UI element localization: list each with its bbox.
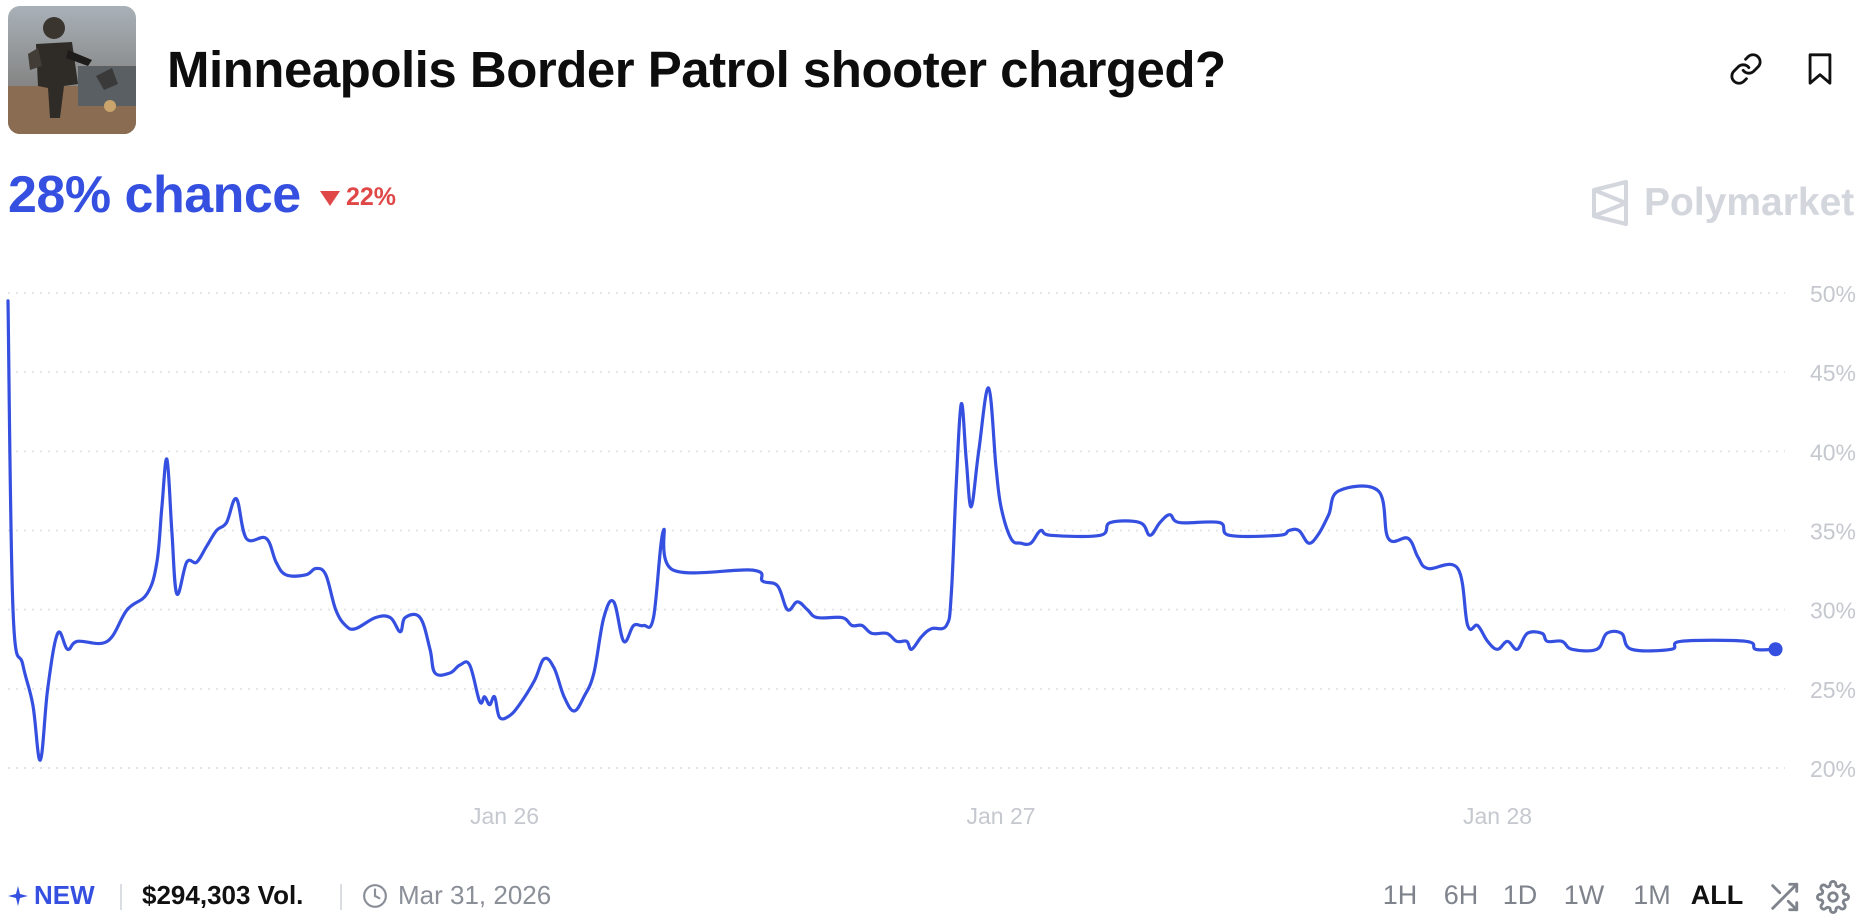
settings-button[interactable] <box>1816 880 1850 914</box>
change-indicator: 22% <box>320 183 396 212</box>
footer-divider <box>340 884 342 910</box>
x-tick-label: Jan 27 <box>966 803 1035 829</box>
range-all[interactable]: ALL <box>1690 880 1744 910</box>
clock-icon <box>363 883 387 908</box>
y-tick-label: 35% <box>1810 519 1856 545</box>
sparkle-icon <box>8 885 28 906</box>
shuffle-icon <box>1771 882 1799 912</box>
y-tick-label: 30% <box>1810 598 1856 624</box>
market-thumbnail <box>8 6 136 134</box>
y-tick-label: 25% <box>1810 677 1856 703</box>
end-date: Mar 31, 2026 <box>362 880 551 911</box>
y-tick-label: 20% <box>1810 756 1856 782</box>
down-triangle-icon <box>320 191 340 206</box>
bookmark-icon <box>1808 53 1832 85</box>
end-date-text: Mar 31, 2026 <box>398 880 552 910</box>
market-title: Minneapolis Border Patrol shooter charge… <box>167 41 1226 98</box>
x-tick-label: Jan 28 <box>1463 803 1532 829</box>
range-1h[interactable]: 1H <box>1382 880 1418 910</box>
change-value: 22% <box>346 183 397 211</box>
polymarket-logo-icon <box>1592 180 1628 226</box>
current-value-dot <box>1768 642 1783 657</box>
range-1m[interactable]: 1M <box>1633 880 1671 910</box>
copy-link-button[interactable] <box>1727 50 1765 88</box>
bookmark-button[interactable] <box>1801 50 1839 88</box>
footer-divider <box>120 884 122 910</box>
range-1w[interactable]: 1W <box>1563 880 1605 910</box>
gear-icon <box>1816 880 1850 914</box>
y-tick-label: 50% <box>1810 281 1856 307</box>
brand-watermark: Polymarket <box>1590 180 1854 226</box>
new-label: NEW <box>34 880 95 910</box>
x-tick-label: Jan 26 <box>470 803 539 829</box>
y-tick-label: 45% <box>1810 360 1856 386</box>
y-tick-label: 40% <box>1810 439 1856 465</box>
new-badge: NEW <box>8 880 95 911</box>
brand-name: Polymarket <box>1644 181 1855 224</box>
shuffle-button[interactable] <box>1767 880 1801 914</box>
chance-value: 28% chance <box>8 166 301 224</box>
volume-text: $294,303 Vol. <box>142 880 304 910</box>
series-line <box>6 299 1778 762</box>
time-range-selector: 1H 6H 1D 1W 1M ALL <box>1368 880 1748 911</box>
range-1d[interactable]: 1D <box>1502 880 1538 910</box>
link-icon <box>1730 53 1762 85</box>
market-photo-icon <box>8 6 136 134</box>
range-6h[interactable]: 6H <box>1443 880 1479 910</box>
